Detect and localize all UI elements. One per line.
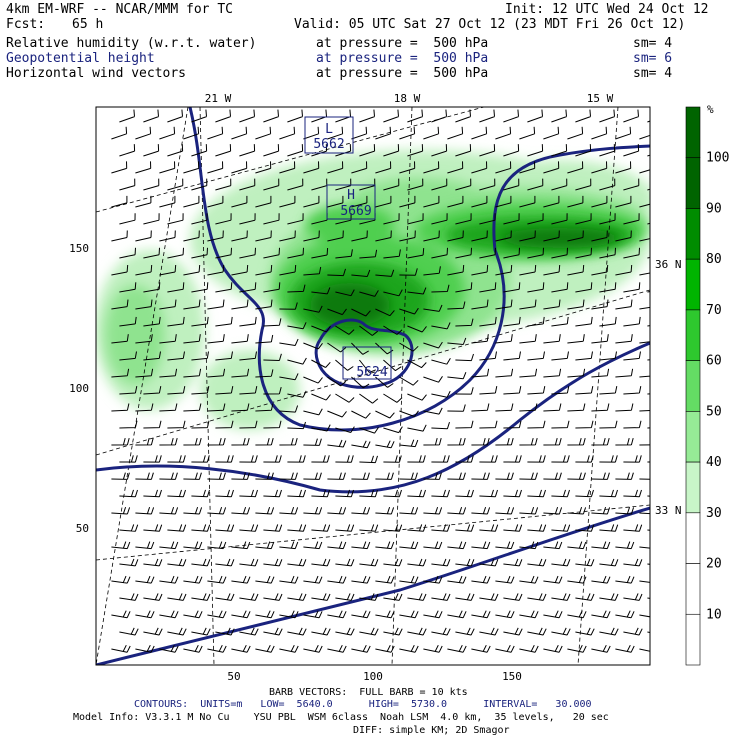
field-rh-name: Relative humidity (w.r.t. water) [6, 36, 257, 51]
lat-label-33n: 33 N [655, 504, 682, 517]
field-height-sm: sm= 6 [633, 51, 673, 66]
field-rh-sm: sm= 4 [633, 36, 673, 51]
colorbar-label: 100 [706, 151, 729, 166]
low-center-north: L 5662 [304, 116, 354, 154]
y-tick-50: 50 [76, 522, 89, 535]
humidity-colorbar: 100 90 80 70 60 50 40 30 20 10 [685, 106, 729, 666]
lat-label-36n: 36 N [655, 258, 682, 271]
field-wind-level: at pressure = 500 hPa [316, 66, 489, 81]
svg-text:5624: 5624 [356, 365, 387, 380]
low-center-south: 5624 [342, 346, 392, 380]
svg-text:5669: 5669 [340, 204, 371, 219]
colorbar-label: 90 [706, 201, 722, 216]
colorbar-label: 40 [706, 455, 722, 470]
colorbar-segment [685, 309, 701, 361]
lon-label-18w: 18 W [394, 92, 421, 105]
forecast-label: Fcst: [6, 17, 46, 32]
colorbar-label: 30 [706, 506, 722, 521]
wind-barb-field [111, 109, 650, 653]
model-info: Model Info: V3.3.1 M No Cu YSU PBL WSM 6… [73, 712, 609, 723]
colorbar-segment [685, 157, 701, 209]
colorbar-label: 50 [706, 404, 722, 419]
field-height-name: Geopotential height [6, 51, 155, 66]
lon-label-21w: 21 W [205, 92, 232, 105]
x-tick-150: 150 [502, 670, 522, 683]
field-wind-name: Horizontal wind vectors [6, 66, 187, 81]
wind-barbs [111, 109, 650, 653]
svg-text:L: L [325, 122, 333, 137]
colorbar-segment [685, 258, 701, 311]
colorbar-label: 70 [706, 303, 722, 318]
y-tick-150: 150 [69, 242, 89, 255]
field-height-level: at pressure = 500 hPa [316, 51, 489, 66]
colorbar-segment [685, 106, 701, 159]
field-rh-level: at pressure = 500 hPa [316, 36, 489, 51]
x-tick-100: 100 [363, 670, 383, 683]
humidity-shading [96, 107, 650, 665]
plot-frame [95, 106, 651, 666]
colorbar-segment [685, 613, 701, 666]
colorbar-segment [685, 563, 701, 615]
svg-text:5662: 5662 [313, 137, 344, 152]
field-wind-sm: sm= 4 [633, 66, 673, 81]
forecast-hour: 65 h [72, 17, 104, 32]
weather-map: L 5662 H 5669 5624 21 W 18 W 15 W 36 N 3… [69, 92, 729, 683]
lon-label-15w: 15 W [587, 92, 614, 105]
colorbar-segment [685, 411, 701, 463]
colorbar-unit: % [707, 103, 714, 116]
model-title: 4km EM-WRF -- NCAR/MMM for TC [6, 2, 233, 17]
high-center: H 5669 [326, 184, 376, 220]
x-tick-50: 50 [227, 670, 240, 683]
colorbar-label: 20 [706, 557, 722, 572]
colorbar-label: 10 [706, 607, 722, 622]
contour-legend: CONTOURS: UNITS=m LOW= 5640.0 HIGH= 5730… [134, 699, 592, 710]
init-time: Init: 12 UTC Wed 24 Oct 12 [505, 2, 709, 17]
svg-text:H: H [347, 188, 355, 203]
barb-legend: BARB VECTORS: FULL BARB = 10 kts [269, 687, 468, 698]
colorbar-label: 60 [706, 354, 722, 369]
valid-time: Valid: 05 UTC Sat 27 Oct 12 (23 MDT Fri … [294, 17, 686, 32]
colorbar-segment [685, 461, 701, 514]
colorbar-label: 80 [706, 252, 722, 267]
y-tick-100: 100 [69, 382, 89, 395]
colorbar-segment [685, 360, 701, 412]
colorbar-segment [685, 208, 701, 260]
diffusion-info: DIFF: simple KM; 2D Smagor [353, 725, 510, 736]
colorbar-segment [685, 512, 701, 564]
